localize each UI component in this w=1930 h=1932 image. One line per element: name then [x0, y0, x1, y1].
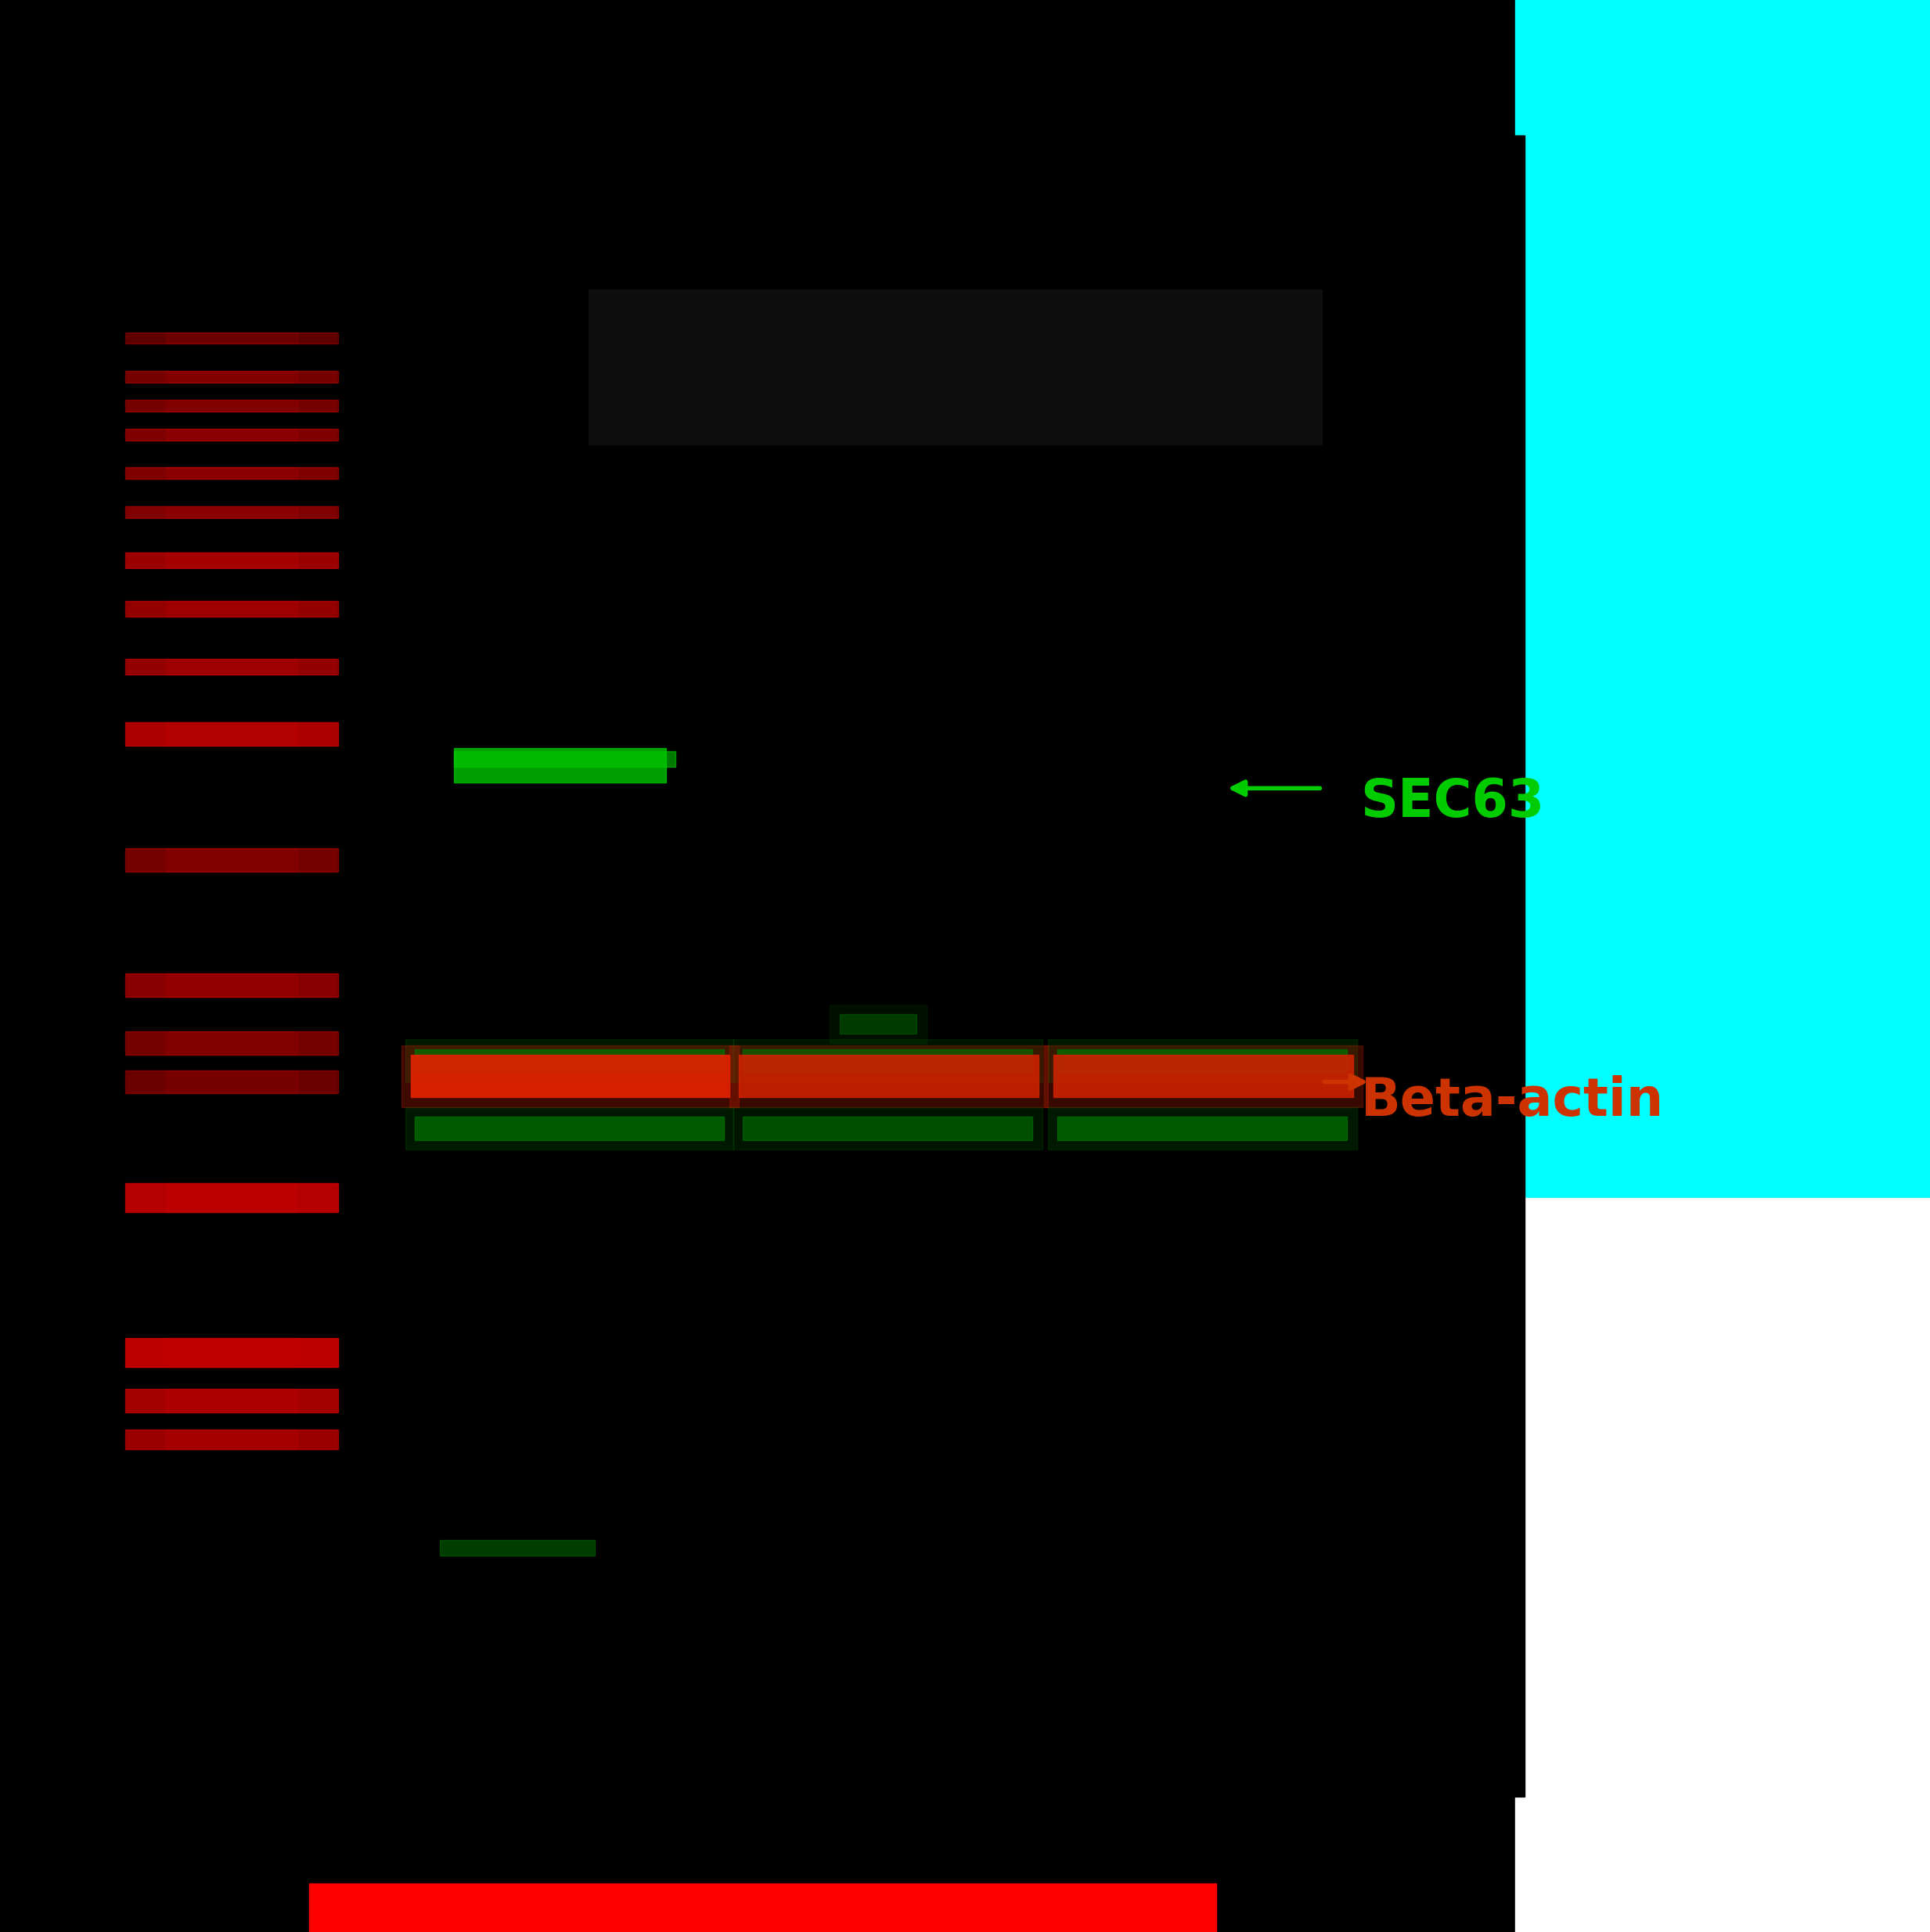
Text: Beta-actin: Beta-actin	[1361, 1076, 1664, 1126]
Bar	[1515, 0, 1930, 1314]
Bar	[125, 371, 338, 383]
Bar	[127, 1182, 297, 1213]
Bar	[733, 1107, 1042, 1150]
Bar	[840, 1014, 917, 1034]
Bar	[1048, 1039, 1357, 1082]
Bar	[401, 1045, 739, 1107]
Bar	[1054, 1055, 1353, 1097]
Bar	[127, 1032, 297, 1055]
Bar	[127, 974, 297, 997]
Bar	[166, 659, 336, 674]
Bar	[166, 1337, 336, 1368]
Bar	[127, 659, 297, 674]
Bar	[127, 723, 297, 746]
Bar	[127, 371, 297, 383]
Bar	[730, 1045, 1048, 1107]
Bar	[127, 601, 297, 616]
Bar	[1058, 1049, 1347, 1072]
Bar	[166, 723, 336, 746]
Bar	[125, 468, 338, 479]
Bar	[125, 1032, 338, 1055]
Bar	[127, 1070, 297, 1094]
Bar	[127, 429, 297, 440]
Bar	[127, 400, 297, 412]
Bar	[440, 1540, 594, 1555]
Bar	[125, 723, 338, 746]
Bar	[125, 1182, 338, 1213]
Bar	[166, 601, 336, 616]
Bar	[125, 974, 338, 997]
Bar	[125, 1389, 338, 1412]
Bar	[125, 553, 338, 568]
Bar	[127, 1389, 297, 1412]
Bar	[125, 1430, 338, 1449]
Bar	[415, 1117, 724, 1140]
Bar	[127, 553, 297, 568]
Bar	[116, 135, 1525, 1797]
Bar	[127, 506, 297, 518]
Bar	[166, 553, 336, 568]
Bar	[166, 332, 336, 344]
Bar	[125, 848, 338, 871]
Bar	[1058, 1117, 1347, 1140]
Bar	[405, 1107, 733, 1150]
Bar	[166, 1389, 336, 1412]
Bar	[1515, 1198, 1930, 1932]
Bar	[1044, 1045, 1363, 1107]
Bar	[166, 1430, 336, 1449]
Bar	[166, 974, 336, 997]
Text: SEC63: SEC63	[1361, 777, 1544, 827]
Bar	[127, 848, 297, 871]
Bar	[125, 659, 338, 674]
Bar	[125, 1070, 338, 1094]
Bar	[125, 601, 338, 616]
Bar	[125, 506, 338, 518]
Bar	[589, 290, 1322, 444]
Bar	[733, 1039, 1042, 1082]
Bar	[125, 429, 338, 440]
Bar	[125, 332, 338, 344]
Bar	[415, 1049, 724, 1072]
Bar	[166, 1032, 336, 1055]
Bar	[127, 1337, 297, 1368]
Bar	[125, 1337, 338, 1368]
Bar	[743, 1117, 1033, 1140]
Bar	[309, 1884, 1216, 1932]
Bar	[127, 1430, 297, 1449]
Bar	[166, 371, 336, 383]
Bar	[739, 1055, 1038, 1097]
Bar	[125, 400, 338, 412]
Bar	[166, 848, 336, 871]
Bar	[166, 429, 336, 440]
Bar	[127, 332, 297, 344]
Bar	[405, 1039, 733, 1082]
Bar	[743, 1049, 1033, 1072]
Bar	[166, 1070, 336, 1094]
Bar	[166, 400, 336, 412]
Bar	[166, 468, 336, 479]
Bar	[1048, 1107, 1357, 1150]
Bar	[454, 752, 675, 767]
Bar	[411, 1055, 730, 1097]
Bar	[127, 468, 297, 479]
Bar	[454, 748, 666, 782]
Bar	[166, 506, 336, 518]
Bar	[166, 1182, 336, 1213]
Bar	[830, 1005, 926, 1043]
